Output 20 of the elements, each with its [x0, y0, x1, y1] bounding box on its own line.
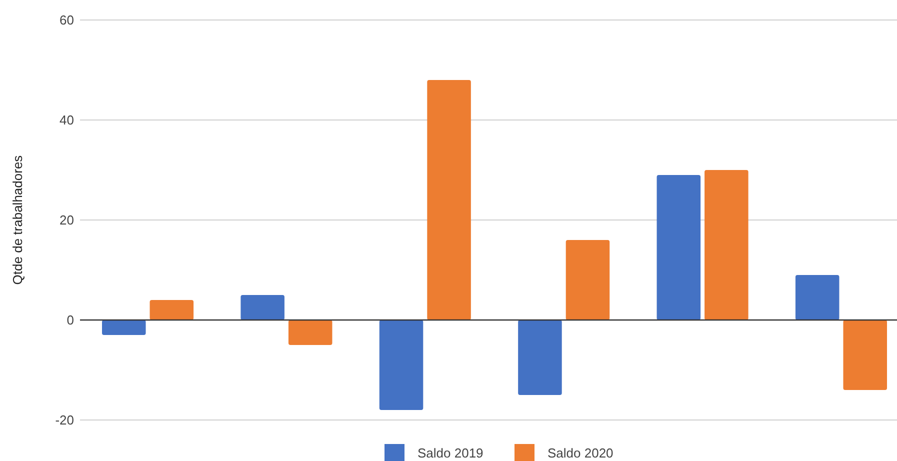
y-axis-title: Qtde de trabalhadores [10, 154, 25, 285]
bar [288, 320, 332, 345]
bar [843, 320, 887, 390]
bar [518, 320, 562, 395]
legend-label: Saldo 2020 [548, 446, 614, 461]
bar [566, 240, 610, 320]
bar [795, 275, 840, 320]
y-tick-label: 40 [60, 112, 74, 128]
bar [656, 175, 701, 320]
bar [704, 170, 748, 320]
y-tick-label: 20 [60, 212, 74, 228]
bar [150, 300, 194, 320]
y-tick-label: 0 [66, 312, 74, 328]
legend-label: Saldo 2019 [418, 446, 484, 461]
bar [379, 320, 424, 410]
bar [102, 320, 146, 335]
bar [240, 295, 284, 320]
y-tick-label: -20 [55, 412, 74, 428]
bar [427, 80, 471, 320]
y-tick-label: 60 [60, 12, 74, 28]
